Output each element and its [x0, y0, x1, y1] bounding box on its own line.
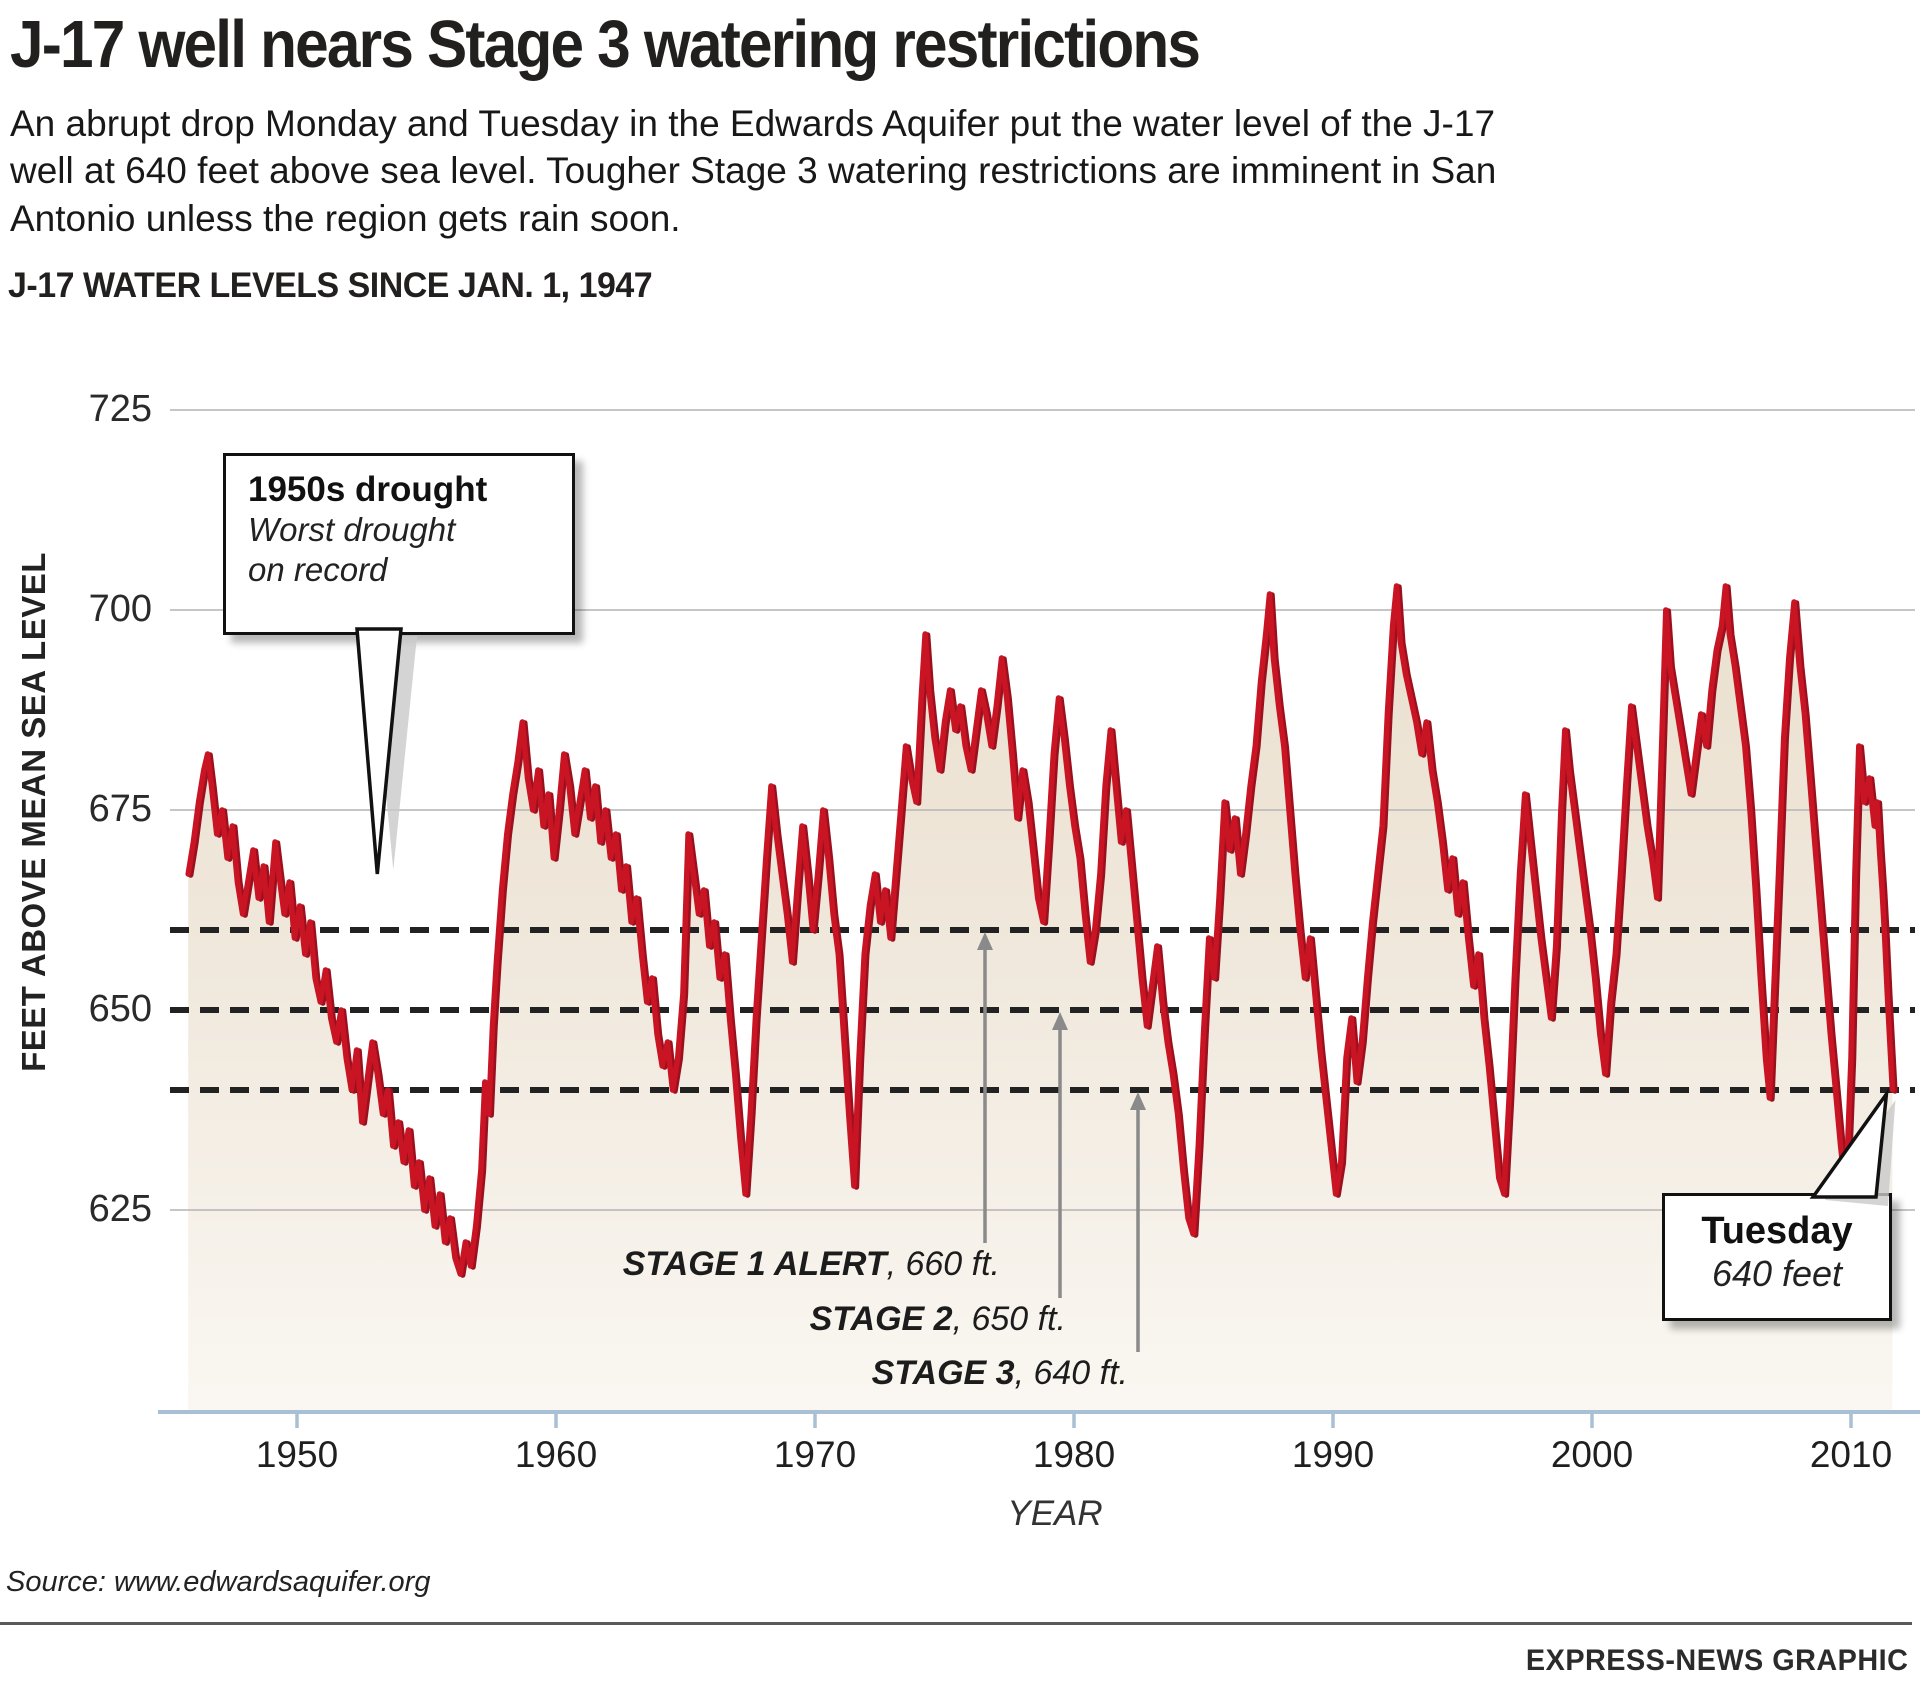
tuesday-callout-title: Tuesday [1701, 1210, 1853, 1252]
y-tick-label-625: 625 [88, 1188, 152, 1230]
stage3-arrowhead-icon [1130, 1092, 1146, 1110]
drought-callout: 1950s drought Worst drought on record [223, 453, 575, 635]
stage2-label: STAGE 2, 650 ft. [810, 1298, 1066, 1340]
footer-divider [0, 1622, 1912, 1625]
y-tick-label-700: 700 [88, 588, 152, 630]
stage1-label-suffix: , 660 ft. [886, 1245, 1000, 1283]
stage2-arrowhead-icon [1052, 1012, 1068, 1030]
x-tick-label-1950: 1950 [255, 1434, 339, 1475]
stage1-label: STAGE 1 ALERT, 660 ft. [623, 1243, 1000, 1285]
series-line [185, 583, 1896, 1277]
x-tick-label-2000: 2000 [1550, 1434, 1634, 1475]
drought-callout-line2: on record [248, 551, 388, 589]
x-tick-label-1990: 1990 [1291, 1434, 1375, 1475]
stage2-label-bold: STAGE 2 [809, 1300, 953, 1338]
x-tick-label-1970: 1970 [773, 1434, 857, 1475]
intro-paragraph: An abrupt drop Monday and Tuesday in the… [10, 103, 1497, 239]
x-tick-label-1980: 1980 [1032, 1434, 1116, 1475]
stage3-label-suffix: , 640 ft. [1014, 1354, 1128, 1392]
area-fill [188, 586, 1893, 1412]
stage3-label-bold: STAGE 3 [871, 1354, 1015, 1392]
y-axis-title: FEET ABOVE MEAN SEA LEVEL [15, 552, 52, 1072]
drought-callout-title: 1950s drought [248, 470, 488, 509]
x-tick-label-1960: 1960 [514, 1434, 598, 1475]
stage1-arrowhead-icon [977, 932, 993, 950]
tuesday-callout-value: 640 feet [1711, 1253, 1843, 1294]
x-axis-title: YEAR [1007, 1494, 1103, 1533]
stage3-label: STAGE 3, 640 ft. [872, 1352, 1128, 1394]
y-tick-label-675: 675 [88, 788, 152, 830]
stage1-label-bold: STAGE 1 ALERT [622, 1245, 887, 1283]
drought-callout-line1: Worst drought [248, 511, 456, 548]
y-tick-label-650: 650 [88, 988, 152, 1030]
chart-title: J-17 WATER LEVELS SINCE JAN. 1, 1947 [8, 266, 653, 305]
stage2-label-suffix: , 650 ft. [952, 1300, 1066, 1338]
y-tick-label-725: 725 [88, 388, 152, 430]
source-note: Source: www.edwardsaquifer.org [6, 1566, 431, 1598]
tuesday-callout: Tuesday 640 feet [1662, 1193, 1892, 1321]
page-title: J-17 well nears Stage 3 watering restric… [10, 7, 1201, 82]
credit-line: EXPRESS-NEWS GRAPHIC [1525, 1644, 1908, 1677]
x-tick-label-2010: 2010 [1809, 1434, 1893, 1475]
